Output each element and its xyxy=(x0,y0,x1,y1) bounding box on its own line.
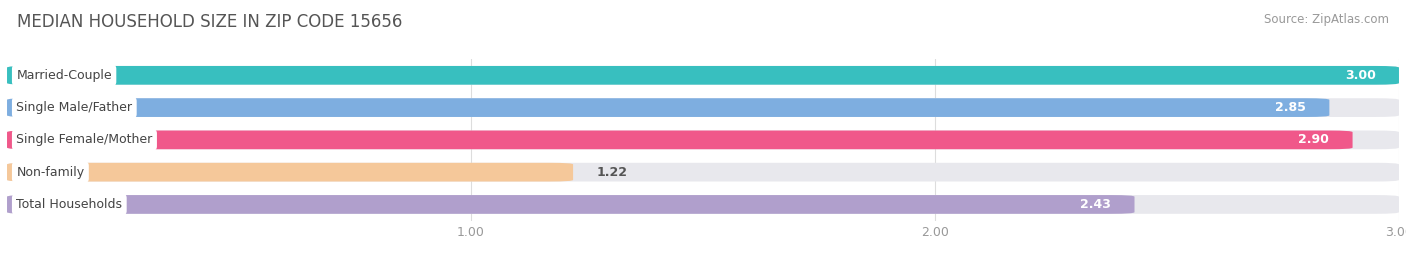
FancyBboxPatch shape xyxy=(7,163,574,182)
Text: Total Households: Total Households xyxy=(17,198,122,211)
FancyBboxPatch shape xyxy=(7,195,1135,214)
FancyBboxPatch shape xyxy=(7,98,1399,117)
FancyBboxPatch shape xyxy=(7,98,1330,117)
Text: 3.00: 3.00 xyxy=(1346,69,1376,82)
FancyBboxPatch shape xyxy=(7,130,1399,149)
FancyBboxPatch shape xyxy=(7,66,1399,85)
Text: MEDIAN HOUSEHOLD SIZE IN ZIP CODE 15656: MEDIAN HOUSEHOLD SIZE IN ZIP CODE 15656 xyxy=(17,13,402,31)
Text: Married-Couple: Married-Couple xyxy=(17,69,112,82)
FancyBboxPatch shape xyxy=(7,66,1399,85)
Text: Non-family: Non-family xyxy=(17,166,84,179)
Text: Single Female/Mother: Single Female/Mother xyxy=(17,133,153,146)
FancyBboxPatch shape xyxy=(7,195,1399,214)
Text: 1.22: 1.22 xyxy=(596,166,627,179)
Text: 2.43: 2.43 xyxy=(1080,198,1111,211)
Text: Single Male/Father: Single Male/Father xyxy=(17,101,132,114)
Text: 2.85: 2.85 xyxy=(1275,101,1306,114)
Text: Source: ZipAtlas.com: Source: ZipAtlas.com xyxy=(1264,13,1389,26)
Text: 2.90: 2.90 xyxy=(1299,133,1330,146)
FancyBboxPatch shape xyxy=(7,130,1353,149)
FancyBboxPatch shape xyxy=(7,163,1399,182)
